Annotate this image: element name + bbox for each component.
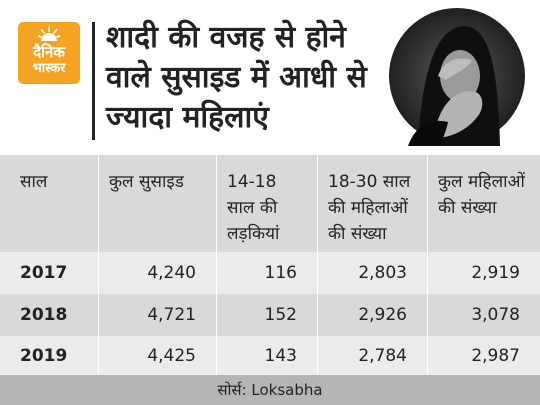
cell-total-women: 2,919: [427, 252, 540, 294]
source-footer: सोर्स: Loksabha: [0, 375, 540, 405]
table-header: साल कुल सुसाइड 14-18 साल की लड़कियां 18-…: [0, 155, 540, 252]
header-women-18-30: 18-30 साल की महिलाओं की संख्या: [317, 155, 427, 252]
cell-total-suicides: 4,721: [98, 294, 216, 336]
header-girls-14-18: 14-18 साल की लड़कियां: [216, 155, 317, 252]
sun-icon: [38, 26, 60, 41]
cell-women-18-30: 2,926: [317, 294, 427, 336]
cell-total-women: 3,078: [427, 294, 540, 336]
cell-total-suicides: 4,425: [98, 336, 216, 375]
brand-logo: दैनिक भास्कर: [18, 22, 80, 84]
suicide-table: साल कुल सुसाइड 14-18 साल की लड़कियां 18-…: [0, 155, 540, 375]
title-divider: [92, 22, 95, 140]
header-year: साल: [20, 172, 48, 192]
cell-year: 2017: [20, 263, 68, 283]
cell-year: 2019: [20, 345, 68, 366]
cell-women-18-30: 2,784: [317, 336, 427, 375]
header: दैनिक भास्कर शादी की वजह से होने वाले सु…: [0, 0, 540, 155]
woman-photo: [389, 8, 525, 146]
table-row: 2017 4,240 116 2,803 2,919: [0, 252, 540, 294]
cell-total-women: 2,987: [427, 336, 540, 375]
cell-year: 2018: [20, 305, 68, 325]
cell-women-18-30: 2,803: [317, 252, 427, 294]
logo-text-line2: भास्कर: [32, 61, 66, 76]
cell-girls-14-18: 116: [216, 252, 317, 294]
cell-girls-14-18: 152: [216, 294, 317, 336]
table-row: 2019 4,425 143 2,784 2,987: [0, 336, 540, 375]
cell-total-suicides: 4,240: [98, 252, 216, 294]
table-row: 2018 4,721 152 2,926 3,078: [0, 294, 540, 336]
header-total-suicides: कुल सुसाइड: [98, 155, 216, 252]
cell-girls-14-18: 143: [216, 336, 317, 375]
headline: शादी की वजह से होने वाले सुसाइड में आधी …: [106, 20, 367, 135]
logo-text-line1: दैनिक: [33, 43, 65, 61]
header-total-women: कुल महिलाओं की संख्या: [427, 155, 540, 252]
